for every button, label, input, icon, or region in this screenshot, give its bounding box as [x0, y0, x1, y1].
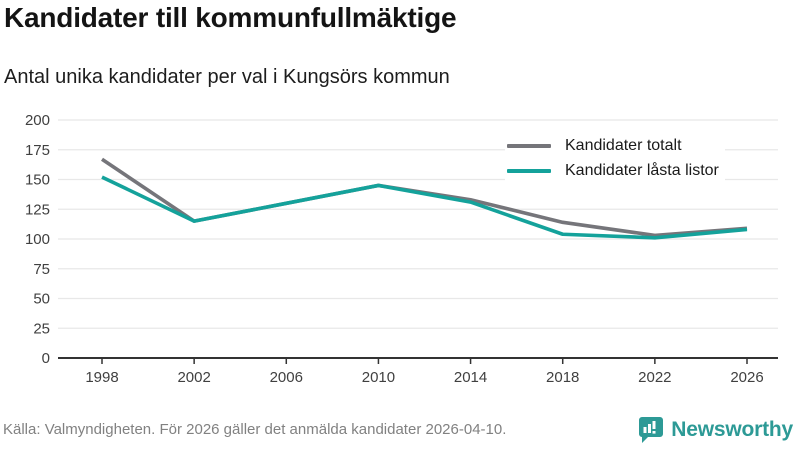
- x-tick-label: 2002: [177, 369, 210, 386]
- newsworthy-icon: [639, 417, 664, 443]
- legend-swatch: [507, 169, 551, 173]
- legend-item: Kandidater låsta listor: [507, 162, 719, 180]
- brand-logo: Newsworthy: [638, 416, 793, 444]
- y-tick-label: 175: [25, 142, 50, 159]
- y-tick-label: 200: [25, 112, 50, 129]
- source-note: Källa: Valmyndigheten. För 2026 gäller d…: [3, 421, 507, 438]
- y-tick-label: 125: [25, 201, 50, 218]
- y-tick-label: 150: [25, 172, 50, 189]
- x-tick-label: 2018: [546, 369, 579, 386]
- legend-label: Kandidater låsta listor: [565, 162, 719, 179]
- legend-item: Kandidater totalt: [507, 137, 719, 155]
- x-tick-label: 2010: [362, 369, 395, 386]
- x-tick-label: 2006: [270, 369, 303, 386]
- brand-name: Newsworthy: [671, 418, 793, 441]
- x-tick-label: 1998: [85, 369, 118, 386]
- chart-legend: Kandidater totalt Kandidater låsta listor: [505, 135, 725, 182]
- y-tick-label: 100: [25, 231, 50, 248]
- legend-swatch: [507, 144, 551, 148]
- y-tick-label: 25: [33, 320, 50, 337]
- y-tick-label: 0: [42, 350, 50, 367]
- chart-area: 0 25 50 75 100 125 150 175 200 1998 2002 2006 2010 20…: [0, 105, 800, 405]
- series-line-kandidater-låsta-listor: [101, 175, 748, 240]
- chart-title: Kandidater till kommunfullmäktige: [4, 2, 457, 33]
- chart-svg: 0 25 50 75 100 125 150 175 200 1998 2002 2006 2010 20…: [25, 112, 778, 386]
- x-tick-label: 2014: [454, 369, 487, 386]
- x-tick-label: 2026: [730, 369, 763, 386]
- y-tick-label: 50: [33, 291, 50, 308]
- chart-subtitle: Antal unika kandidater per val i Kungsör…: [4, 66, 450, 88]
- legend-label: Kandidater totalt: [565, 137, 682, 154]
- x-tick-label: 2022: [638, 369, 671, 386]
- y-tick-label: 75: [33, 261, 50, 278]
